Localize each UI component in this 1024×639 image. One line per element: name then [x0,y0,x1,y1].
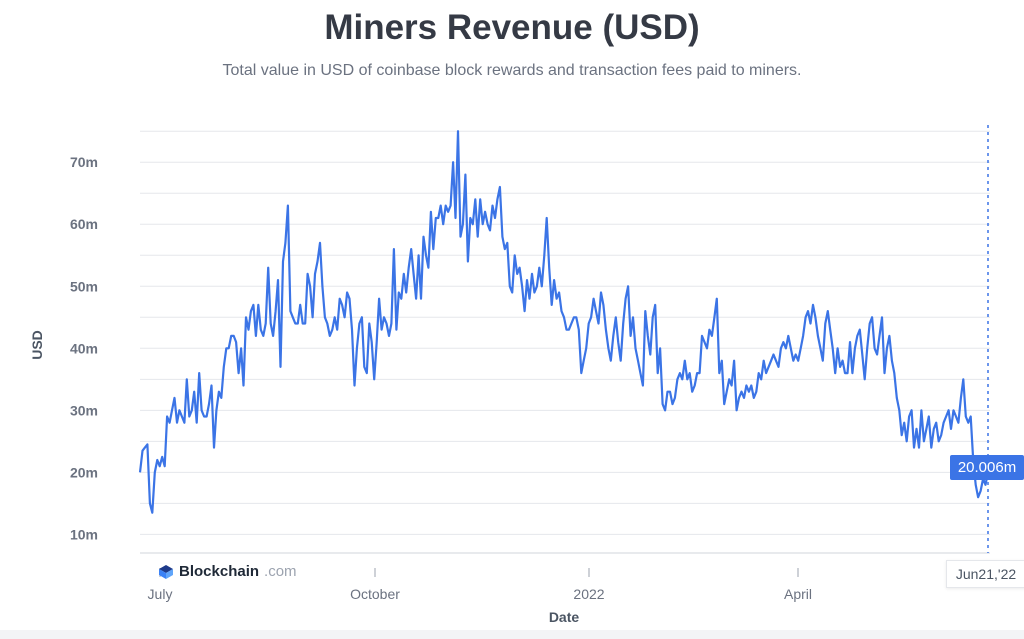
y-tick-label: 20m [70,464,98,480]
x-tick-label: April [784,586,812,602]
brand-logo: Blockchain .com [158,563,297,580]
y-tick-label: 70m [70,154,98,170]
value-tooltip: 20.006m [950,455,1024,480]
y-tick-label: 40m [70,340,98,356]
grid-lines [140,130,990,535]
chart-title: Miners Revenue (USD) [324,8,700,47]
x-axis-ticks: July October 2022 April [148,568,812,602]
x-tick-label: 2022 [573,586,604,602]
blockchain-logo-icon [159,564,173,579]
y-axis-label: USD [29,330,45,360]
y-tick-label: 30m [70,402,98,418]
x-tick-label: October [350,586,400,602]
y-tick-label: 10m [70,526,98,542]
y-axis-ticks: 10m 20m 30m 40m 50m 60m 70m [70,154,98,542]
series-line-miners-revenue [138,130,990,514]
brand-suffix: .com [264,563,297,580]
x-tick-label: July [148,586,173,602]
y-tick-label: 50m [70,278,98,294]
bottom-bar [0,630,1024,639]
date-badge: Jun21,'22 [946,560,1024,588]
x-axis-label: Date [549,609,580,625]
y-tick-label: 60m [70,216,98,232]
chart-subtitle: Total value in USD of coinbase block rew… [222,62,802,79]
brand-name: Blockchain [179,563,260,580]
